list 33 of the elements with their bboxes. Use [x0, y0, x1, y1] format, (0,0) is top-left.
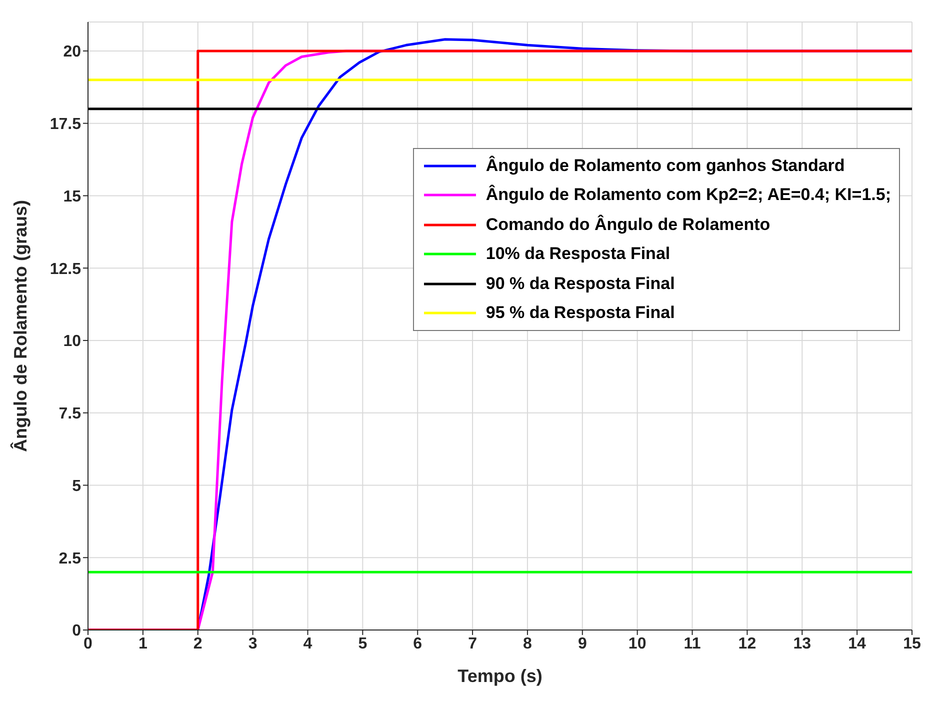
- x-axis-title: Tempo (s): [458, 666, 542, 686]
- y-tick-label: 5: [72, 478, 82, 495]
- x-tick-label: 12: [738, 635, 756, 652]
- legend-label: Ângulo de Rolamento com ganhos Standard: [486, 156, 845, 176]
- x-tick-label: 8: [523, 635, 532, 652]
- x-tick-label: 0: [84, 635, 93, 652]
- y-tick-label: 10: [63, 333, 82, 350]
- y-tick-label: 2.5: [58, 550, 82, 568]
- x-tick-label: 10: [628, 635, 646, 652]
- y-axis-title: Ângulo de Rolamento (graus): [9, 200, 30, 452]
- legend-label: Comando do Ângulo de Rolamento: [486, 214, 770, 235]
- legend-label: 90 % da Resposta Final: [486, 274, 675, 294]
- y-tick-label: 0: [72, 622, 82, 640]
- x-tick-label: 2: [193, 635, 202, 652]
- y-tick-label: 20: [63, 44, 82, 61]
- y-tick-label: 17.5: [50, 116, 82, 134]
- x-tick-label: 9: [578, 635, 587, 652]
- x-tick-label: 3: [248, 635, 258, 652]
- legend-label: Ângulo de Rolamento com Kp2=2; AE=0.4; KI=1.5;: [486, 185, 891, 206]
- x-tick-label: 7: [468, 635, 478, 652]
- x-tick-label: 11: [684, 635, 701, 652]
- y-tick-label: 15: [63, 188, 82, 206]
- x-tick-label: 4: [303, 635, 312, 652]
- x-tick-label: 14: [848, 635, 866, 652]
- x-tick-label: 6: [413, 635, 422, 652]
- legend-label: 10% da Resposta Final: [486, 244, 670, 264]
- legend-label: 95 % da Resposta Final: [486, 303, 675, 324]
- x-tick-label: 5: [358, 635, 368, 652]
- x-tick-label: 15: [903, 635, 921, 652]
- x-tick-label: 13: [793, 635, 812, 652]
- x-tick-label: 1: [138, 635, 148, 652]
- y-tick-label: 12.5: [50, 260, 82, 278]
- y-tick-label: 7.5: [58, 406, 82, 423]
